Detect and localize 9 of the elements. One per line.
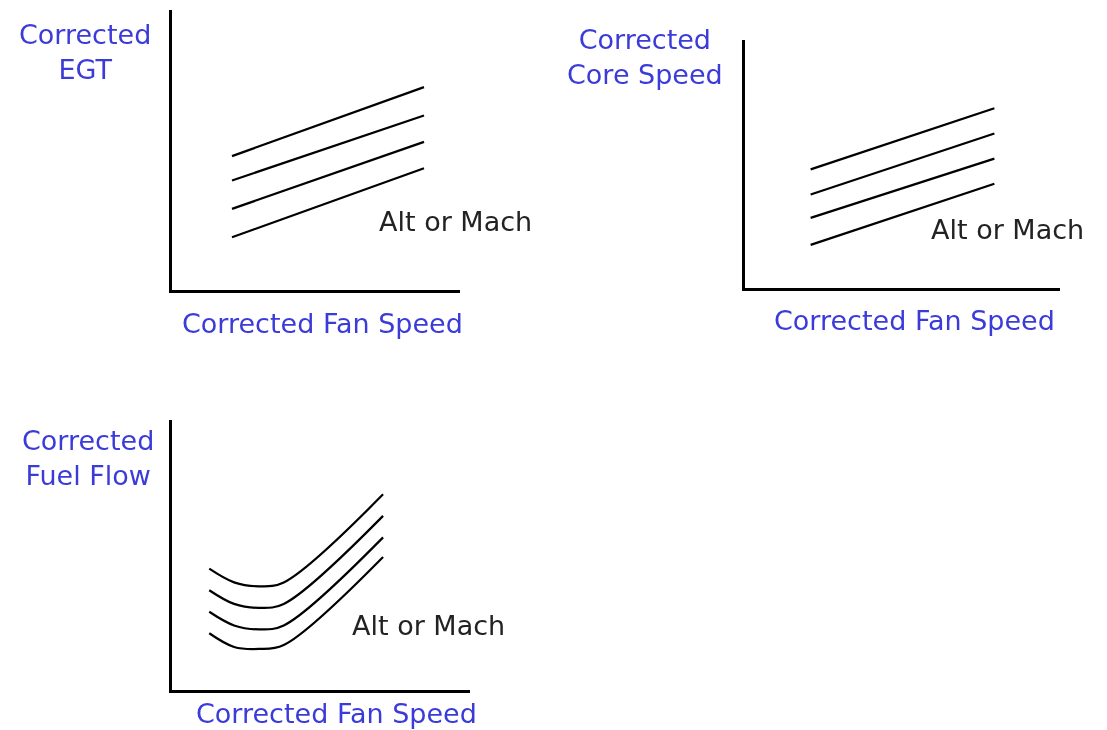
x-axis-title: Corrected Fan Speed (182, 308, 463, 339)
y-axis-title: Corrected EGT (19, 19, 152, 86)
y-axis-title: Corrected Fuel Flow (22, 425, 155, 492)
y-axis-title: Corrected Core Speed (567, 24, 723, 91)
annotation: Alt or Mach (352, 610, 506, 641)
annotation: Alt or Mach (379, 206, 533, 237)
annotation: Alt or Mach (931, 214, 1085, 245)
x-axis-title: Corrected Fan Speed (196, 698, 477, 729)
x-axis-title: Corrected Fan Speed (774, 305, 1055, 336)
